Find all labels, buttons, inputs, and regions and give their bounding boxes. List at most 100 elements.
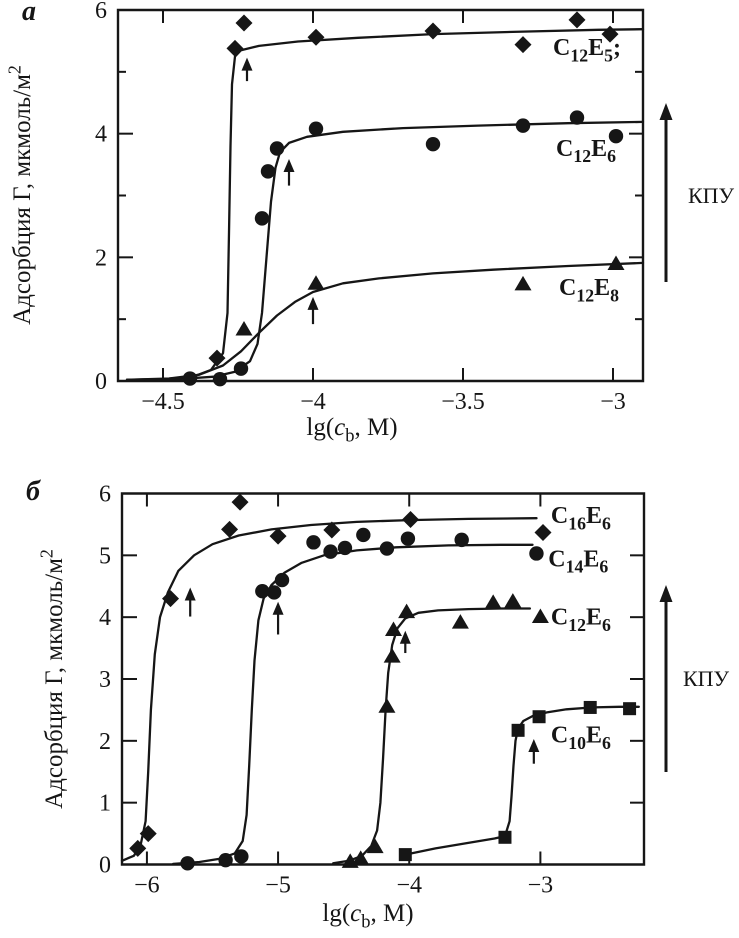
triangle-marker: [504, 593, 522, 608]
circle-marker: [569, 110, 585, 125]
series-label: C12E6: [556, 136, 616, 166]
circle-marker: [233, 361, 249, 376]
panel-a: −4.5 −4 −3.5 −3 0 2 4 6 lg(cb, M) Адсорбция Г, мк…: [5, 0, 735, 447]
series-c12e6: C12E6: [125, 110, 645, 387]
x-tick-label: −3: [528, 873, 554, 899]
series-label: C16E6: [551, 503, 611, 533]
circle-marker: [254, 211, 270, 226]
circle-marker: [323, 544, 338, 559]
y-tick-label: 0: [99, 853, 111, 879]
square-marker: [498, 830, 512, 844]
triangle-marker: [383, 648, 401, 663]
y-axis-title: Адсорбция Г, мкмоль/м2: [5, 65, 37, 325]
x-tick-label: −3.5: [441, 389, 485, 415]
series-c12e8: C12E8: [125, 255, 645, 381]
circle-marker: [515, 118, 531, 133]
x-tick-label: −5: [265, 873, 291, 899]
circle-marker: [260, 164, 276, 179]
circle-marker: [255, 583, 270, 599]
triangle-marker: [384, 621, 402, 637]
circle-marker: [234, 849, 249, 864]
triangle-marker: [451, 614, 469, 629]
kpu-annotation: КПУ: [659, 103, 735, 282]
circle-marker: [337, 540, 353, 556]
y-tick-label: 1: [99, 791, 111, 817]
x-tick-label: −6: [134, 873, 160, 899]
series-label: C12E6: [551, 605, 611, 635]
plot-frame: [116, 8, 645, 383]
triangle-marker: [366, 838, 384, 854]
y-tick-label: 4: [95, 122, 107, 148]
series-label: C14E6: [548, 546, 608, 576]
kpu-label: КПУ: [683, 666, 730, 691]
circle-marker: [400, 531, 416, 546]
panel-b: −6 −5 −4 −3 0 1 2 3 4 5 6 lg(cb, M) Адсорбция Г, мкм…: [26, 476, 730, 933]
kpu-label: КПУ: [688, 183, 735, 208]
y-tick-label: 4: [99, 605, 111, 631]
diamond-marker: [231, 493, 249, 511]
circle-marker: [218, 852, 233, 868]
y-tick-label: 0: [95, 369, 107, 395]
circle-marker: [180, 856, 195, 871]
fit-curve: [120, 517, 538, 862]
x-tick-label: −4: [300, 389, 326, 415]
cmc-arrow-icon: [272, 601, 284, 635]
x-axis-title: lg(cb, M): [306, 414, 397, 447]
triangle-marker: [607, 255, 625, 271]
y-tick-label: 6: [95, 0, 107, 24]
square-marker: [583, 700, 597, 714]
fit-curve: [125, 261, 645, 381]
triangle-marker: [378, 698, 396, 713]
cmc-arrow-icon: [307, 296, 319, 325]
x-tick-label: −4: [396, 873, 422, 899]
cmc-arrow-icon: [184, 587, 196, 617]
diamond-marker: [221, 520, 239, 538]
y-tick-label: 6: [99, 482, 111, 508]
fit-curve: [404, 705, 640, 856]
series-c14e6: C14E6: [172, 527, 608, 871]
diamond-marker: [226, 39, 244, 57]
kpu-annotation: КПУ: [659, 585, 730, 772]
y-tick-label: 3: [99, 667, 111, 693]
x-tick-label: −3: [600, 389, 626, 415]
cmc-arrow-icon: [283, 159, 295, 186]
fit-curve: [172, 543, 534, 866]
square-marker: [398, 848, 412, 862]
triangle-marker: [235, 321, 253, 336]
diamond-marker: [424, 22, 442, 40]
circle-marker: [182, 371, 198, 386]
series-label: C10E6: [551, 723, 611, 753]
panel-label: а: [22, 0, 36, 27]
cmc-arrow-icon: [528, 738, 540, 764]
circle-marker: [356, 527, 371, 543]
circle-marker: [308, 121, 324, 136]
series-c12e6: C12E6: [332, 593, 611, 868]
series-label: C12E8: [559, 275, 619, 305]
x-axis-title: lg(cb, M): [322, 900, 413, 933]
diamond-marker: [139, 825, 157, 843]
square-marker: [532, 710, 546, 724]
diamond-marker: [402, 510, 420, 528]
y-tick-label: 5: [99, 543, 111, 569]
fit-curve: [125, 28, 645, 381]
axis-ticks: [118, 9, 643, 382]
triangle-marker: [398, 603, 416, 619]
circle-marker: [212, 371, 228, 387]
fit-curve: [332, 607, 532, 865]
diamond-marker: [568, 11, 586, 29]
diamond-marker: [534, 523, 552, 541]
series-label: C12E5;: [553, 35, 621, 65]
panel-label: б: [26, 476, 41, 507]
diamond-marker: [307, 28, 325, 46]
up-arrow-icon: [659, 585, 673, 772]
diamond-marker: [235, 14, 253, 32]
series-c12e5: C12E5;: [125, 11, 645, 381]
diamond-marker: [514, 36, 532, 54]
circle-marker: [274, 572, 290, 588]
square-marker: [511, 723, 525, 737]
diamond-marker: [323, 521, 341, 539]
diamond-marker: [162, 590, 180, 608]
circle-marker: [379, 541, 395, 556]
cmc-arrow-icon: [399, 630, 411, 654]
